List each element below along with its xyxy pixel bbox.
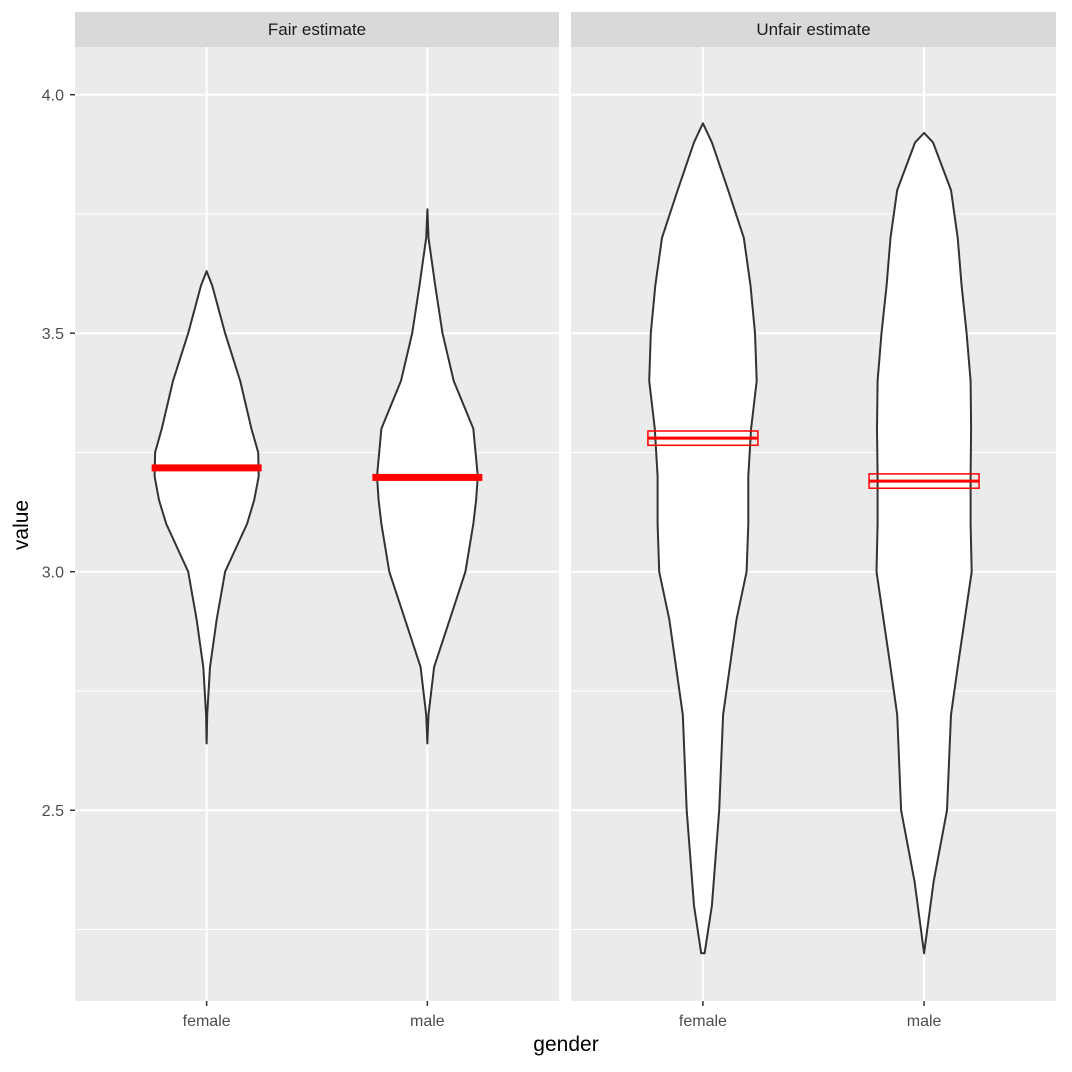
x-tick-label-female: female xyxy=(183,1013,231,1030)
violin-fair-estimate-female xyxy=(153,270,260,745)
strip-label-fair-estimate: Fair estimate xyxy=(268,20,366,39)
y-axis: 2.5 3.0 3.5 4.0 xyxy=(42,88,75,820)
facet-panels: Fair estimate Unfair estimate xyxy=(75,12,1056,1001)
x-axis: female male female male xyxy=(183,1001,942,1030)
y-tick-label: 3.0 xyxy=(42,565,64,582)
x-tick-label-female: female xyxy=(679,1013,727,1030)
x-tick-label-male: male xyxy=(410,1013,445,1030)
panel-background-fair-estimate xyxy=(75,47,559,1001)
x-tick-label-male: male xyxy=(907,1013,942,1030)
y-tick-label: 3.5 xyxy=(42,326,64,343)
violin-unfair-estimate-female xyxy=(648,122,758,955)
strip-fair-estimate xyxy=(75,12,559,47)
estimate-bar-fair-estimate-female xyxy=(151,464,262,472)
y-tick-label: 4.0 xyxy=(42,88,64,105)
panel-background-unfair-estimate xyxy=(571,47,1056,1001)
strip-label-unfair-estimate: Unfair estimate xyxy=(756,20,870,39)
estimate-bar-fair-estimate-male xyxy=(372,473,483,481)
y-tick-label: 2.5 xyxy=(42,803,64,820)
strip-unfair-estimate xyxy=(571,12,1056,47)
x-axis-title: gender xyxy=(533,1033,598,1056)
y-axis-title: value xyxy=(10,500,33,550)
violin-unfair-estimate-male xyxy=(875,131,973,955)
